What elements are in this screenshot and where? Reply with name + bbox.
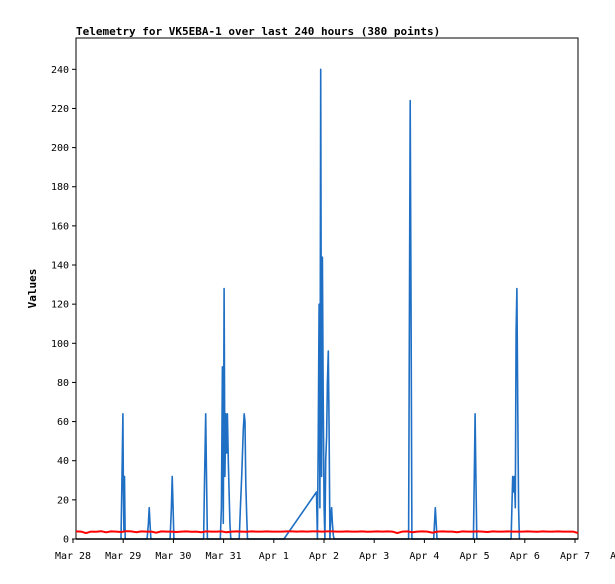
- series-layer: [75, 68, 579, 540]
- x-tick-label: Apr 2: [309, 551, 339, 562]
- y-tick-label: 20: [57, 495, 69, 506]
- x-tick-label: Apr 5: [460, 551, 490, 562]
- y-tick-label: 240: [51, 65, 69, 76]
- y-tick-label: 80: [57, 378, 69, 389]
- series-line-2: [75, 530, 579, 535]
- plot-frame: [75, 37, 579, 540]
- x-tick-label: Mar 30: [155, 551, 191, 562]
- x-tick-label: Mar 31: [206, 551, 242, 562]
- x-axis: Mar 28 Mar 29 Mar 30 Mar 31 Apr 1 Apr 2 Apr 3 A…: [55, 539, 615, 562]
- x-tick-label: Apr 1: [259, 551, 289, 562]
- x-tick-label: Mar 29: [105, 551, 141, 562]
- y-tick-label: 180: [51, 182, 69, 193]
- y-tick-label: 60: [57, 417, 69, 428]
- y-axis-label: Values: [26, 269, 39, 309]
- y-tick-label: 160: [51, 221, 69, 232]
- y-tick-label: 0: [63, 535, 69, 546]
- x-tick-label: Apr 4: [409, 551, 439, 562]
- y-tick-label: 120: [51, 300, 69, 311]
- x-tick-label: Apr 3: [359, 551, 389, 562]
- x-tick-label: Apr 8: [610, 551, 615, 562]
- x-tick-label: Apr 6: [510, 551, 540, 562]
- y-tick-label: 220: [51, 104, 69, 115]
- y-tick-label: 40: [57, 456, 69, 467]
- y-tick-label: 140: [51, 261, 69, 272]
- y-tick-label: 100: [51, 339, 69, 350]
- x-tick-label: Apr 7: [560, 551, 590, 562]
- x-tick-label: Mar 28: [55, 551, 91, 562]
- series-line-1: [120, 68, 521, 540]
- chart-title: Telemetry for VK5EBA-1 over last 240 hou…: [76, 25, 440, 38]
- y-axis: 0 20 40 60 80 100 120 140 160 180 200 220 240: [51, 65, 76, 546]
- y-tick-label: 200: [51, 143, 69, 154]
